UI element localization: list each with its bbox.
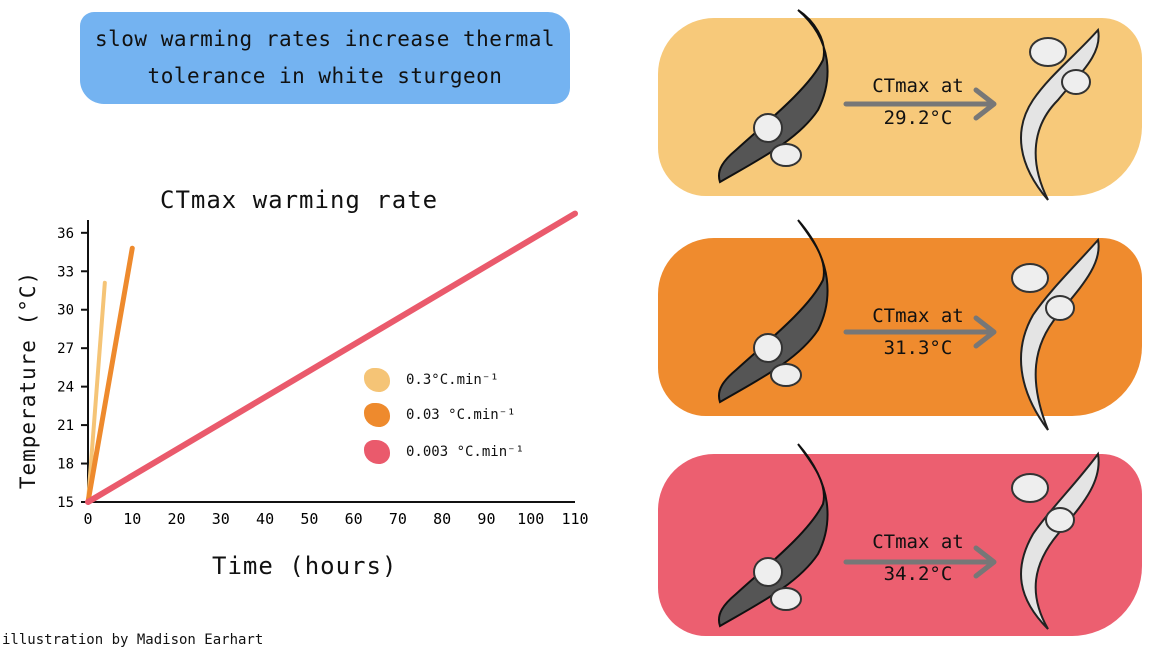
x-tick-label: 40 — [256, 510, 274, 528]
x-tick-label: 10 — [123, 510, 141, 528]
y-tick-label: 18 — [57, 457, 74, 473]
y-tick-label: 33 — [57, 264, 74, 280]
legend-swatch-slow — [364, 440, 390, 464]
illustration-credit: illustration by Madison Earhart — [2, 632, 264, 648]
sturgeon-illustration-slow — [718, 443, 1100, 630]
legend-swatch-medium — [364, 403, 390, 427]
legend-item-medium: 0.03 °C.min⁻¹ — [364, 403, 516, 427]
live-sturgeon-icon — [718, 443, 829, 628]
dead-sturgeon-icon — [1011, 451, 1100, 630]
y-tick-label: 27 — [57, 341, 74, 357]
y-tick-label: 21 — [57, 418, 74, 434]
title-line-2: tolerance in white sturgeon — [147, 64, 503, 88]
legend-item-fast: 0.3°C.min⁻¹ — [364, 368, 499, 392]
x-tick-label: 110 — [561, 510, 588, 528]
x-tick-label: 80 — [433, 510, 451, 528]
live-sturgeon-icon — [718, 219, 829, 404]
ctmax-label-fast: CTmax at — [872, 75, 964, 97]
arrow-icon — [843, 315, 997, 349]
panel-medium: CTmax at 31.3°C — [658, 219, 1142, 431]
x-tick-label: 50 — [300, 510, 318, 528]
sturgeon-illustration-medium — [718, 219, 1100, 431]
y-tick-label: 15 — [57, 495, 74, 511]
legend-label-fast: 0.3°C.min⁻¹ — [406, 372, 499, 388]
ctmax-value-slow: 34.2°C — [883, 563, 953, 585]
x-tick-label: 0 — [83, 510, 92, 528]
live-sturgeon-icon — [718, 9, 829, 184]
panel-fast: CTmax at 29.2°C — [658, 9, 1142, 201]
series-line — [85, 210, 578, 505]
y-tick-label: 36 — [57, 226, 74, 242]
legend-label-slow: 0.003 °C.min⁻¹ — [406, 444, 525, 460]
ctmax-value-medium: 31.3°C — [883, 337, 953, 359]
dead-sturgeon-icon — [1011, 237, 1100, 431]
arrow-icon — [843, 545, 997, 579]
x-tick-label: 60 — [345, 510, 363, 528]
ctmax-value-fast: 29.2°C — [883, 107, 953, 129]
series-line — [85, 245, 135, 505]
chart-title: CTmax warming rate — [160, 186, 439, 214]
y-axis-label: Temperature (°C) — [16, 270, 40, 490]
ctmax-label-medium: CTmax at — [872, 305, 964, 327]
title-banner: slow warming rates increase thermal tole… — [80, 12, 570, 104]
y-tick-label: 24 — [57, 380, 74, 396]
x-tick-label: 90 — [477, 510, 495, 528]
ctmax-label-slow: CTmax at — [872, 531, 964, 553]
sturgeon-illustration-fast — [718, 9, 1100, 201]
title-line-1: slow warming rates increase thermal — [94, 27, 555, 51]
arrow-icon — [843, 87, 997, 121]
series-line — [86, 280, 107, 504]
legend-item-slow: 0.003 °C.min⁻¹ — [364, 440, 524, 464]
y-tick-label: 30 — [57, 303, 74, 319]
x-tick-label: 30 — [212, 510, 230, 528]
dead-sturgeon-icon — [1020, 27, 1100, 201]
legend-label-medium: 0.03 °C.min⁻¹ — [406, 407, 516, 423]
x-tick-label: 20 — [168, 510, 186, 528]
warming-rate-chart: 15 18 21 24 27 30 33 36 0 10 20 30 40 50 60 70 80 90 100 11… — [57, 210, 589, 528]
x-tick-label: 70 — [389, 510, 407, 528]
x-axis-label: Time (hours) — [212, 552, 398, 580]
x-tick-label: 100 — [517, 510, 544, 528]
panel-slow: CTmax at 34.2°C — [658, 443, 1142, 636]
legend-swatch-fast — [364, 368, 390, 392]
